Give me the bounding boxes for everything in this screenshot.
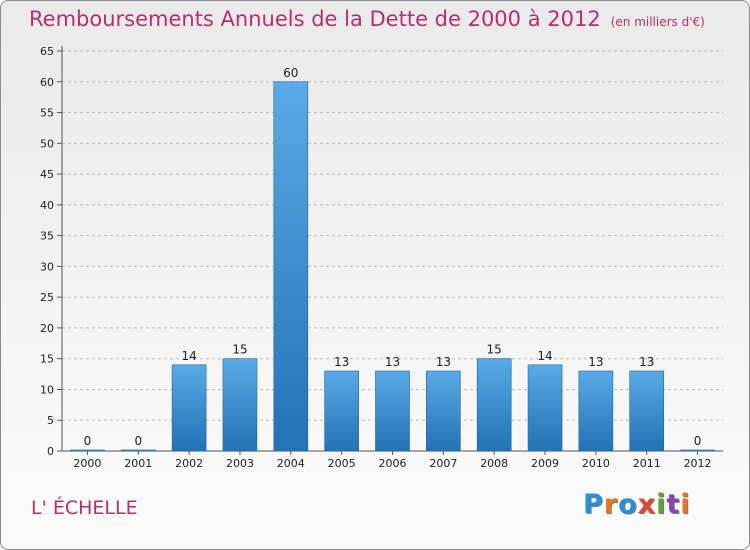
y-tick-label: 15: [40, 353, 54, 366]
bar-2008: [476, 358, 512, 452]
value-label-2009: 14: [537, 349, 552, 363]
chart-title-block: Remboursements Annuels de la Dette de 20…: [29, 7, 705, 31]
y-tick-label: 65: [40, 45, 54, 58]
x-tick-label-2011: 2011: [633, 457, 661, 470]
bars: [70, 81, 715, 452]
value-label-2000: 0: [84, 434, 92, 448]
y-tick-label: 45: [40, 168, 54, 181]
y-tick-label: 50: [40, 137, 54, 150]
value-label-2006: 13: [385, 355, 400, 369]
bar-2012: [680, 449, 715, 452]
x-tick-label-2002: 2002: [175, 457, 203, 470]
x-tick-label-2009: 2009: [531, 457, 559, 470]
x-tick-label-2005: 2005: [328, 457, 356, 470]
y-tick-label: 55: [40, 107, 54, 120]
bar-2000: [70, 449, 105, 452]
value-label-2011: 13: [639, 355, 654, 369]
bar-2010: [578, 370, 614, 452]
logo-letter: r: [603, 489, 619, 520]
y-tick-label: 35: [40, 230, 54, 243]
x-tick-label-2000: 2000: [73, 457, 101, 470]
y-tick-label: 40: [40, 199, 54, 212]
logo-letter: i: [656, 489, 667, 520]
x-tick-label-2010: 2010: [582, 457, 610, 470]
value-label-2005: 13: [334, 355, 349, 369]
x-tick-label-2001: 2001: [124, 457, 152, 470]
value-label-2010: 13: [588, 355, 603, 369]
y-tick-label: 0: [47, 445, 54, 458]
brand-logo: Proxiti: [583, 489, 691, 520]
logo-letter: t: [666, 489, 681, 520]
location-name: L' ÉCHELLE: [31, 497, 138, 519]
x-tick-label-2007: 2007: [429, 457, 457, 470]
x-tick-label-2012: 2012: [684, 457, 712, 470]
y-tick-label: 20: [40, 322, 54, 335]
bar-2011: [629, 370, 665, 452]
y-tick-label: 10: [40, 383, 54, 396]
chart-title: Remboursements Annuels de la Dette de 20…: [29, 7, 601, 31]
bar-2007: [426, 370, 461, 452]
logo-letter: P: [583, 489, 604, 520]
chart-unit: (en milliers d'€): [610, 15, 705, 29]
x-axis-labels: 2000 2001 2002 2003 2004 2005 2006 2007 2008 2009…: [73, 451, 712, 470]
bar-2006: [375, 370, 410, 452]
value-label-2002: 14: [181, 349, 196, 363]
logo-letter: o: [618, 489, 638, 520]
value-label-2007: 13: [436, 355, 451, 369]
bar-2003: [222, 358, 258, 452]
x-tick-label-2004: 2004: [277, 457, 305, 470]
bar-2009: [527, 364, 563, 452]
bar-2001: [120, 449, 156, 452]
bar-2004: [273, 81, 309, 452]
value-label-2008: 15: [487, 343, 502, 357]
y-tick-label: 25: [40, 291, 54, 304]
bar-2005: [324, 370, 359, 452]
y-tick-label: 30: [40, 260, 54, 273]
value-label-2004: 60: [283, 66, 298, 80]
x-tick-label-2006: 2006: [379, 457, 407, 470]
value-label-2003: 15: [232, 343, 247, 357]
bar-2002: [171, 364, 207, 452]
logo-letter: i: [680, 489, 691, 520]
x-tick-label-2008: 2008: [480, 457, 508, 470]
value-label-2012: 0: [694, 434, 702, 448]
y-tick-label: 60: [40, 76, 54, 89]
x-tick-label-2003: 2003: [226, 457, 254, 470]
value-labels: 0 0 14 15 60 13 13 13 15 14 13 13 0: [84, 66, 702, 448]
logo-letter: x: [637, 489, 657, 520]
y-tick-label: 5: [47, 414, 54, 427]
value-label-2001: 0: [134, 434, 142, 448]
